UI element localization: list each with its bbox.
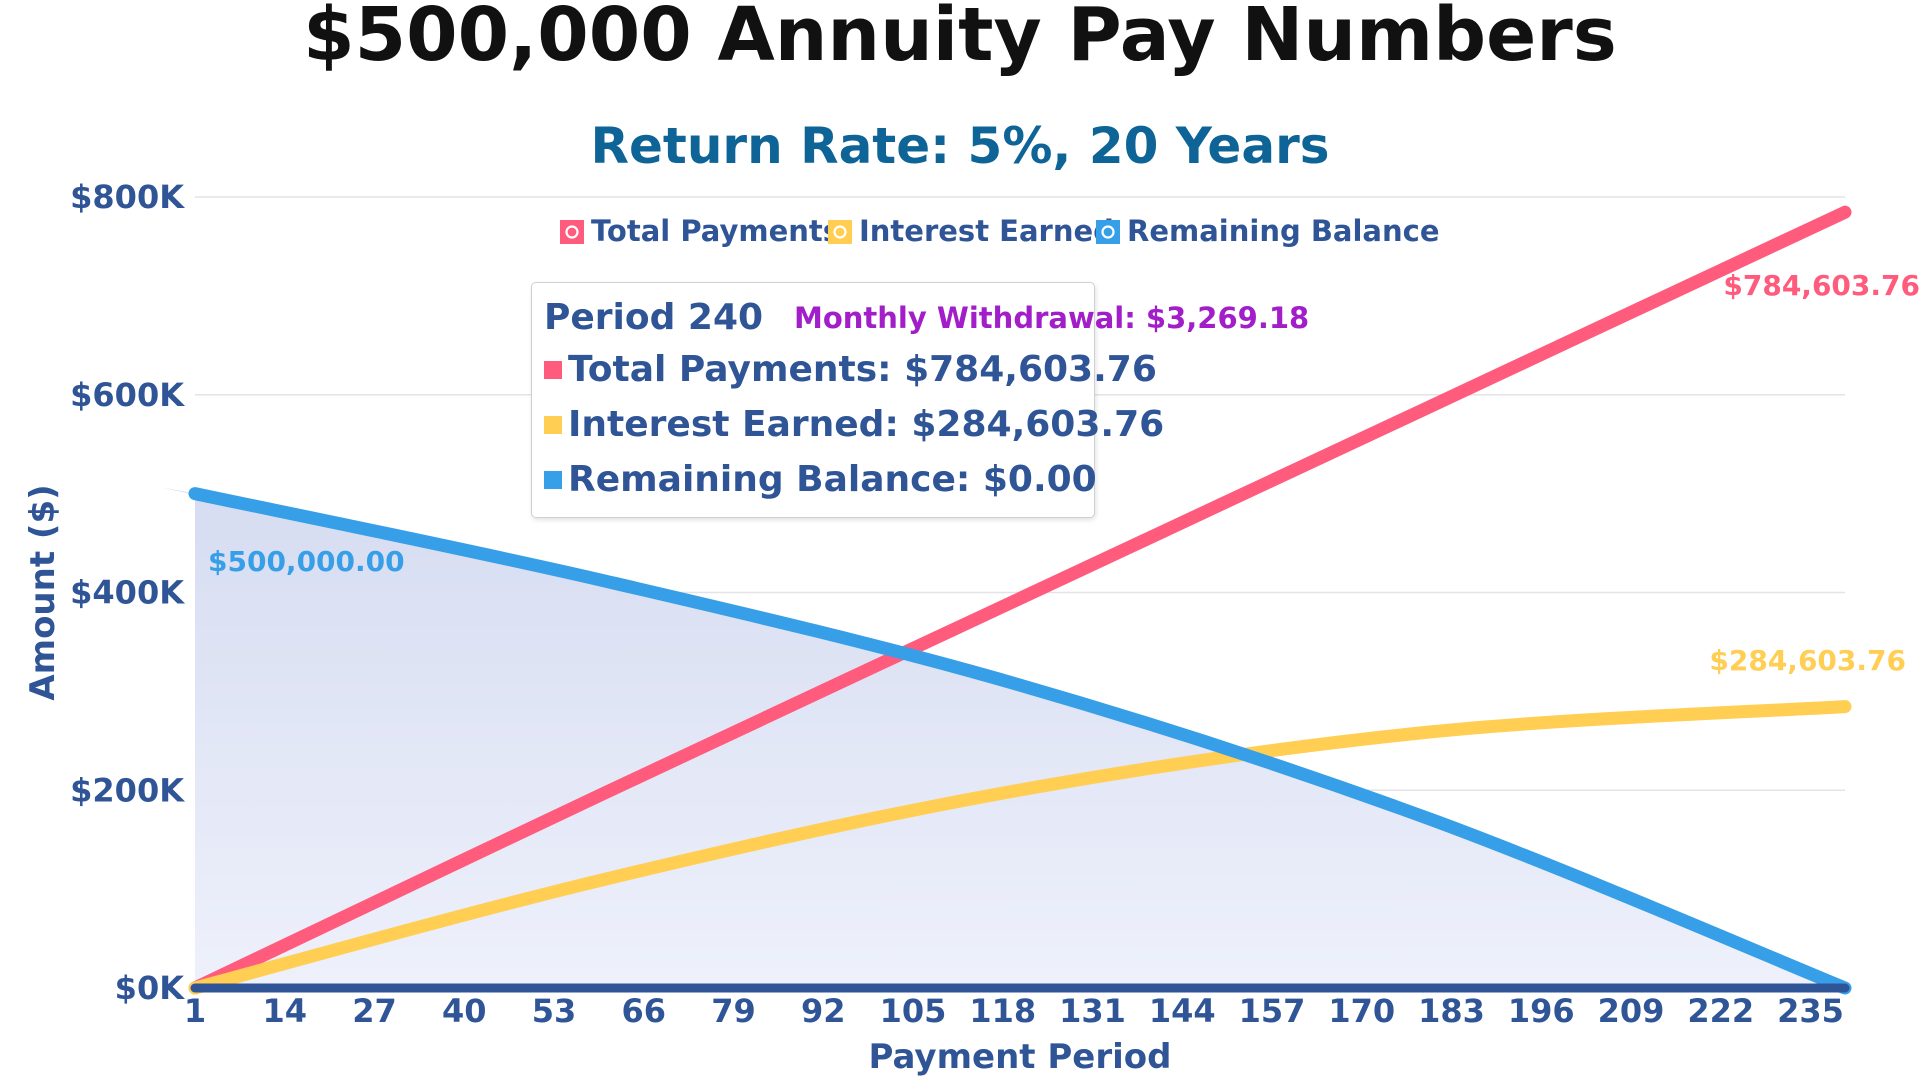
- x-tick-label: 170: [1328, 992, 1395, 1030]
- x-tick-label: 14: [262, 992, 307, 1030]
- legend-swatch: [828, 220, 852, 244]
- remaining-balance-line: [188, 487, 1852, 995]
- x-tick-label: 79: [711, 992, 756, 1030]
- x-tick-label: 196: [1508, 992, 1575, 1030]
- tooltip-row-remaining-balance: Remaining Balance: $0.00: [544, 459, 1097, 500]
- x-axis-title: Payment Period: [869, 1037, 1172, 1077]
- interest-earned-line: [188, 700, 1852, 995]
- x-tick-label: 105: [880, 992, 947, 1030]
- x-tick-label: 131: [1059, 992, 1126, 1030]
- legend-circle-icon: [565, 225, 579, 239]
- y-tick-label: $200K: [70, 771, 185, 809]
- interest-earned-end-label: $284,603.76: [1709, 644, 1906, 677]
- total-payments-line: [188, 205, 1852, 995]
- y-tick-label: $800K: [70, 178, 185, 216]
- x-tick-label: 222: [1687, 992, 1754, 1030]
- legend-circle-icon: [833, 225, 847, 239]
- legend-swatch: [1096, 220, 1120, 244]
- x-tick-label: 66: [621, 992, 666, 1030]
- tooltip: Period 240 Monthly Withdrawal: $3,269.18…: [531, 282, 1309, 518]
- tooltip-text-remaining-balance: Remaining Balance: $0.00: [568, 459, 1097, 500]
- y-tick-label: $400K: [70, 574, 185, 612]
- x-tick-label: 144: [1149, 992, 1216, 1030]
- tooltip-period: Period 240: [544, 297, 764, 338]
- x-tick-label: 92: [801, 992, 846, 1030]
- x-tick-label: 183: [1418, 992, 1485, 1030]
- tooltip-withdrawal: Monthly Withdrawal: $3,269.18: [794, 301, 1310, 335]
- tooltip-row-interest-earned: Interest Earned: $284,603.76: [544, 404, 1164, 445]
- x-tick-label: 1: [184, 992, 206, 1030]
- y-axis-title: Amount ($): [23, 484, 63, 700]
- balance-area-fill: [164, 488, 1845, 988]
- tooltip-swatch-total-payments: [544, 360, 562, 379]
- legend-label: Remaining Balance: [1127, 214, 1440, 248]
- remaining-balance-start-label: $500,000.00: [208, 545, 405, 578]
- legend-swatch: [560, 220, 584, 244]
- tooltip-swatch-remaining-balance: [544, 470, 562, 489]
- y-tick-label: $600K: [70, 376, 185, 414]
- tooltip-text-interest-earned: Interest Earned: $284,603.76: [568, 404, 1165, 445]
- x-tick-label: 27: [352, 992, 397, 1030]
- legend-circle-icon: [1101, 225, 1115, 239]
- chart-title: $500,000 Annuity Pay Numbers: [303, 0, 1617, 78]
- x-tick-label: 235: [1777, 992, 1844, 1030]
- tooltip-text-total-payments: Total Payments: $784,603.76: [568, 349, 1157, 390]
- tooltip-swatch-interest-earned: [544, 415, 562, 434]
- total-payments-end-label: $784,603.76: [1723, 269, 1920, 302]
- legend-label: Interest Earned: [859, 214, 1114, 248]
- legend-label: Total Payments: [591, 214, 840, 248]
- x-tick-label: 118: [969, 992, 1036, 1030]
- tooltip-row-total-payments: Total Payments: $784,603.76: [544, 349, 1157, 390]
- x-tick-label: 209: [1598, 992, 1665, 1030]
- x-tick-label: 53: [532, 992, 577, 1030]
- x-tick-label: 40: [442, 992, 487, 1030]
- chart-subtitle: Return Rate: 5%, 20 Years: [590, 117, 1330, 175]
- y-tick-label: $0K: [115, 969, 186, 1007]
- x-tick-label: 157: [1239, 992, 1306, 1030]
